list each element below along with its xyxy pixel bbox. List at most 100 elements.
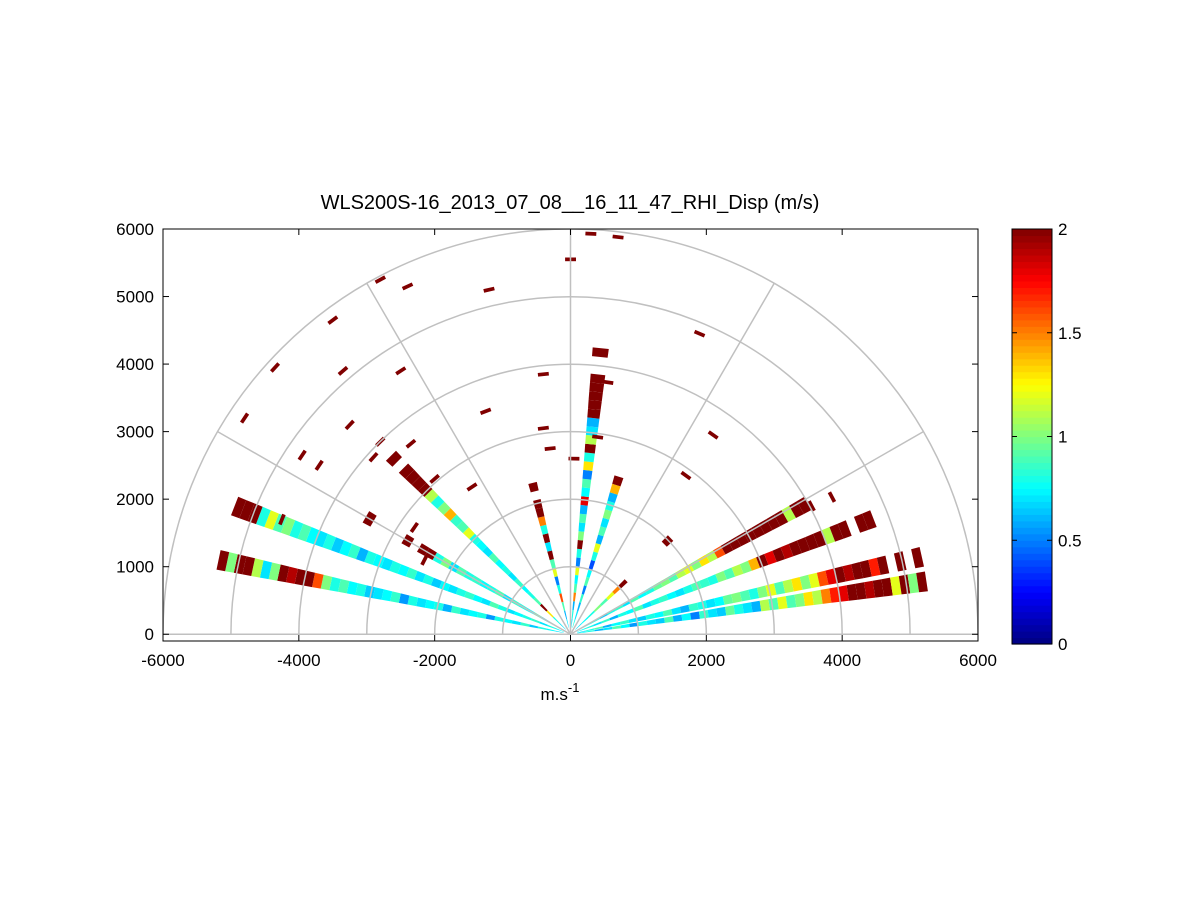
ray-1-gate-28	[816, 570, 829, 587]
ray-10-gate-29	[314, 530, 328, 548]
ray-10-gate-16	[422, 574, 434, 586]
colorbar-step	[1012, 280, 1052, 288]
ray-11-gate-8	[485, 614, 496, 621]
ray-10-gate-28	[322, 533, 336, 551]
ray-6-gate-31	[592, 347, 609, 358]
ray-2-gate-16	[707, 574, 719, 586]
ray-5-gate-16	[609, 483, 621, 495]
ray-10-gate-23	[364, 550, 377, 565]
ray-2-gate-24	[772, 547, 786, 562]
colorbar-step	[1012, 455, 1052, 464]
ray-0-gate-33	[864, 580, 876, 599]
colorbar-step	[1012, 475, 1052, 483]
ray-0-gate-36	[890, 576, 902, 596]
colorbar-step	[1012, 449, 1052, 457]
colorbar-step	[1012, 254, 1052, 263]
ray-11-gate-6	[503, 618, 513, 624]
ray-6-gate-14	[580, 496, 589, 506]
ray-10-gate-30	[305, 527, 320, 545]
ray-1-gate-31	[842, 564, 855, 582]
ray-10-gate-18	[405, 567, 418, 580]
ray-8-gate-23	[411, 476, 427, 491]
ray-11-gate-19	[390, 591, 401, 603]
colorbar-step	[1012, 345, 1052, 353]
colorbar-step	[1012, 624, 1052, 632]
ray-3-gate-20	[728, 536, 742, 551]
ray-6-gate-17	[582, 469, 593, 480]
scatter-cell-13	[240, 412, 250, 424]
ray-10-gate-20	[389, 560, 402, 574]
ray-4-gate-5	[606, 591, 615, 601]
ray-11-gate-24	[346, 581, 358, 595]
ray-10-gate-33	[280, 516, 296, 536]
ray-8-gate-8	[507, 571, 518, 582]
ray-5-gate-0	[572, 619, 576, 628]
ray-0-gate-32	[855, 582, 867, 600]
ray-2-gate-8	[642, 601, 652, 609]
colorbar-step	[1012, 326, 1052, 334]
ray-5-gate-12	[600, 517, 610, 528]
ray-7-gate-5	[554, 576, 560, 586]
ray-11-gate-12	[450, 605, 461, 614]
colorbar-step	[1012, 332, 1052, 340]
ray-6-gate-19	[583, 452, 595, 463]
scatter-cell-28	[680, 470, 692, 481]
colorbar-step	[1012, 313, 1052, 321]
colorbar-step	[1012, 553, 1052, 561]
ray-1-gate-7	[637, 615, 647, 622]
ray-3-gate-27	[781, 505, 796, 522]
x-tick-label: -6000	[141, 651, 184, 670]
ray-1-gate-4	[611, 621, 621, 627]
ray-0-gate-1	[585, 630, 595, 633]
ray-11-gate-21	[372, 587, 384, 600]
ray-11-gate-0	[555, 630, 564, 633]
colorbar-step	[1012, 358, 1052, 366]
ray-11-gate-39	[216, 550, 230, 572]
y-tick-label: 3000	[116, 423, 154, 442]
ray-7-gate-13	[535, 507, 545, 518]
colorbar-step	[1012, 579, 1052, 587]
ray-3-gate-29	[796, 496, 812, 514]
colorbar-step	[1012, 319, 1052, 327]
ray-1-gate-27	[808, 572, 820, 589]
colorbar-step	[1012, 468, 1052, 476]
ray-11-gate-27	[320, 574, 333, 591]
ray-2-gate-12	[674, 587, 686, 597]
ray-10-gate-19	[397, 564, 410, 577]
scatter-cell-16	[537, 425, 550, 431]
ray-2-gate-7	[633, 604, 644, 612]
ray-10-gate-31	[297, 523, 312, 542]
ray-11-gate-28	[312, 572, 324, 589]
ray-6-gate-23	[586, 417, 600, 428]
ray-8-gate-18	[443, 508, 457, 521]
ray-2-gate-18	[723, 567, 736, 580]
ray-5-gate-1	[574, 610, 579, 620]
ray-8-gate-27	[385, 450, 402, 467]
colorbar-step	[1012, 352, 1052, 360]
ray-2-gate-31	[829, 523, 844, 542]
ray-11-gate-25	[338, 579, 350, 594]
ray-5-gate-3	[579, 593, 584, 603]
ray-0-gate-17	[725, 605, 735, 616]
ray-2-gate-27	[796, 537, 811, 554]
ray-1-gate-0	[577, 630, 586, 633]
ray-6-gate-3	[573, 592, 577, 602]
ray-10-gate-17	[414, 570, 426, 583]
colorbar-step	[1012, 287, 1052, 295]
ray-10-gate-0	[555, 628, 565, 632]
ray-0-gate-0	[577, 631, 586, 634]
ray-1-gate-17	[722, 594, 734, 605]
ray-4-gate-2	[587, 610, 596, 618]
ray-11-gate-4	[520, 622, 530, 627]
grid-spoke-30	[570, 430, 924, 635]
ray-8-gate-10	[495, 559, 506, 570]
ray-8-gate-25	[398, 463, 415, 479]
ray-11-gate-33	[268, 562, 281, 581]
colorbar-step	[1012, 229, 1052, 237]
ray-2-gate-9	[650, 597, 661, 606]
colorbar-step	[1012, 397, 1052, 405]
colorbar-step	[1012, 546, 1052, 554]
ray-6-gate-15	[581, 487, 591, 497]
x-tick-label: -4000	[277, 651, 320, 670]
ray-6-gate-20	[584, 443, 596, 454]
